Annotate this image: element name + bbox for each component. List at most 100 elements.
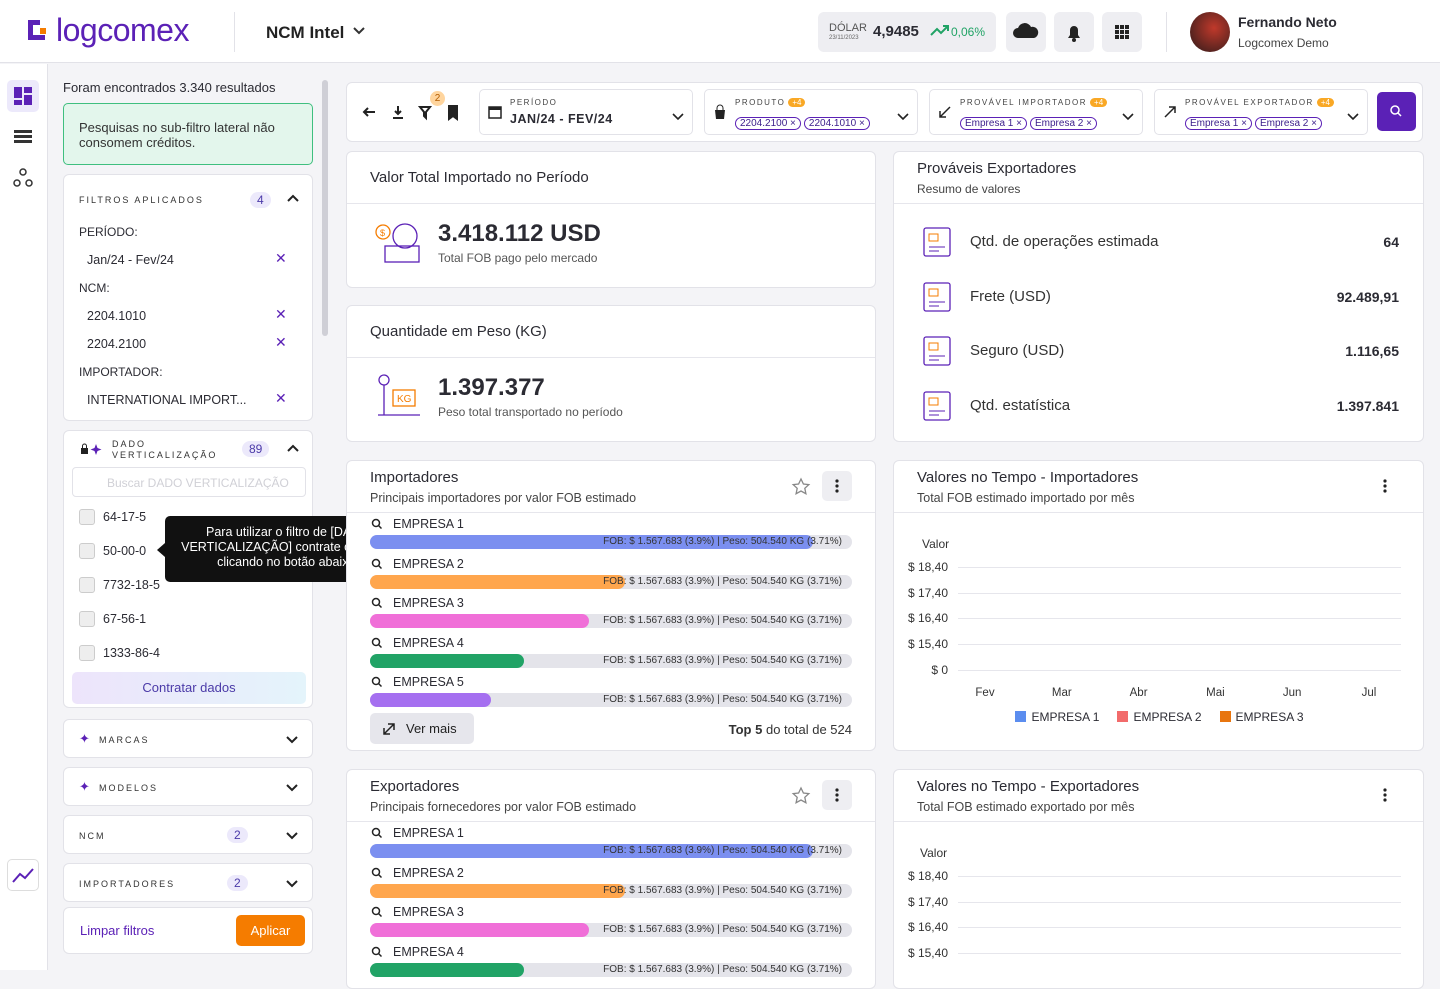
filter-box[interactable]: PRODUTO+4 2204.21002204.1010 bbox=[704, 89, 918, 135]
dashboard-nav[interactable] bbox=[7, 80, 39, 112]
item-name[interactable]: EMPRESA 4 bbox=[393, 635, 464, 650]
group-label: PERÍODO: bbox=[79, 225, 138, 239]
item-name[interactable]: EMPRESA 5 bbox=[393, 675, 464, 689]
remove-icon[interactable]: ✕ bbox=[275, 306, 287, 322]
module-selector[interactable]: NCM Intel bbox=[266, 23, 345, 42]
checkbox[interactable] bbox=[79, 645, 95, 661]
valor-card: Valor Total Importado no Período $ 3.418… bbox=[346, 151, 876, 288]
row-icon bbox=[921, 334, 955, 373]
filter-extra: +4 bbox=[1316, 98, 1334, 107]
item-name[interactable]: EMPRESA 1 bbox=[393, 517, 464, 531]
sparkle-icon: ✦ bbox=[79, 731, 90, 746]
bar-label: FOB: $ 1.567.683 (3.9%) | Peso: 504.540 … bbox=[603, 615, 842, 626]
chevron bbox=[897, 108, 909, 126]
filter-label-text: PRODUTO bbox=[735, 98, 786, 107]
filter-box[interactable]: PROVÁVEL EXPORTADOR+4 Empresa 1Empresa 2 bbox=[1154, 89, 1368, 135]
chevron bbox=[285, 780, 299, 798]
legend-item[interactable]: EMPRESA 2 bbox=[1117, 710, 1202, 724]
y-tick-label: $ 18,40 bbox=[907, 560, 948, 574]
item-name[interactable]: EMPRESA 2 bbox=[393, 865, 464, 880]
menu-icon[interactable] bbox=[1370, 477, 1400, 497]
item-name[interactable]: EMPRESA 3 bbox=[393, 905, 464, 919]
collapse-icon[interactable] bbox=[286, 443, 300, 453]
cloud-button[interactable] bbox=[1006, 12, 1046, 52]
bar-label: FOB: $ 1.567.683 (3.9%) | Peso: 504.540 … bbox=[603, 884, 842, 896]
sidebar: Foram encontrados 3.340 resultados Pesqu… bbox=[48, 64, 330, 970]
applied-item: 2204.1010 bbox=[87, 309, 147, 323]
chip[interactable]: 2204.2100 bbox=[735, 117, 801, 130]
favorite-icon[interactable] bbox=[791, 477, 811, 497]
analytics-nav[interactable] bbox=[7, 859, 39, 891]
collapse-icon[interactable] bbox=[286, 193, 300, 203]
search-icon bbox=[371, 557, 383, 575]
brand: logcomex bbox=[56, 12, 189, 48]
bar-fill bbox=[370, 614, 590, 628]
menu-icon[interactable] bbox=[1370, 786, 1400, 806]
legend: EMPRESA 1 EMPRESA 2 EMPRESA 3 bbox=[894, 710, 1423, 724]
clear-filters[interactable]: Limpar filtros bbox=[80, 923, 155, 938]
filter-section[interactable]: NCM 2 bbox=[63, 815, 313, 854]
item-name[interactable]: EMPRESA 4 bbox=[393, 944, 464, 959]
avatar[interactable] bbox=[1190, 12, 1230, 52]
item-name[interactable]: EMPRESA 1 bbox=[393, 826, 464, 840]
contratar-button[interactable]: Contratar dados bbox=[72, 672, 306, 704]
chip[interactable]: 2204.1010 bbox=[803, 117, 870, 130]
toolbar-icons[interactable] bbox=[361, 103, 481, 123]
checkbox[interactable] bbox=[79, 611, 95, 627]
importadores-card: Importadores Principais importadores por… bbox=[346, 460, 876, 751]
checkbox[interactable] bbox=[79, 577, 95, 593]
menu-button[interactable] bbox=[822, 471, 852, 501]
filter-section[interactable]: IMPORTADORES 2 bbox=[63, 863, 313, 902]
remove-icon[interactable]: ✕ bbox=[275, 250, 287, 266]
checkbox[interactable] bbox=[79, 543, 95, 559]
filter-box[interactable]: PROVÁVEL IMPORTADOR+4 Empresa 1Empresa 2 bbox=[929, 89, 1143, 135]
chevron bbox=[285, 828, 299, 846]
y-tick-label: $ 0 bbox=[931, 662, 948, 677]
chip[interactable]: Empresa 2 bbox=[1029, 117, 1097, 130]
exportadores-card: Exportadores Principais fornecedores por… bbox=[346, 769, 876, 989]
header: logcomex NCM Intel DÓLAR 23/11/2023 4,94… bbox=[0, 0, 1440, 63]
chip[interactable]: Empresa 2 bbox=[1254, 117, 1322, 130]
item-name[interactable]: EMPRESA 3 bbox=[393, 596, 464, 610]
checkbox[interactable] bbox=[79, 509, 95, 525]
y-tick-label: $ 16,40 bbox=[907, 920, 948, 935]
chip[interactable]: Empresa 1 bbox=[960, 117, 1027, 130]
section-title: NCM bbox=[79, 831, 106, 841]
filter-section[interactable]: ✦ MODELOS bbox=[63, 767, 313, 806]
item-name[interactable]: EMPRESA 2 bbox=[393, 556, 464, 571]
filter-box[interactable]: PERÍODO JAN/24 - FEV/24 bbox=[479, 89, 693, 135]
legend-swatch bbox=[1219, 711, 1231, 722]
chip[interactable]: Empresa 1 bbox=[1185, 117, 1252, 130]
bar-fill bbox=[370, 693, 491, 707]
section-title: IMPORTADORES bbox=[79, 879, 176, 889]
legend-label: EMPRESA 1 bbox=[1031, 710, 1100, 724]
filter-label: PROVÁVEL IMPORTADOR +4 bbox=[960, 98, 1108, 107]
apps-button[interactable] bbox=[1102, 12, 1142, 52]
remove-icon[interactable]: ✕ bbox=[275, 334, 287, 350]
card-subtitle: Resumo de valores bbox=[917, 182, 1021, 196]
network-nav[interactable] bbox=[7, 162, 39, 194]
dado-search[interactable]: Buscar DADO VERTICALIZAÇÃO bbox=[72, 467, 306, 497]
list-nav[interactable] bbox=[7, 121, 39, 153]
filter-section[interactable]: ✦ MARCAS bbox=[63, 719, 313, 758]
axis-title: Valor bbox=[922, 537, 950, 551]
bar-track: FOB: $ 1.567.683 (3.9%) | Peso: 504.540 … bbox=[370, 923, 852, 937]
applied-filters: FILTROS APLICADOS 4 PERÍODO: Jan/24 - Fev… bbox=[63, 174, 313, 421]
remove-icon[interactable]: ✕ bbox=[275, 390, 287, 406]
valor-value: 3.418.112 USD bbox=[438, 220, 601, 247]
tempo-importadores-card: Valores no Tempo - Importadores Total FO… bbox=[893, 460, 1424, 751]
search-button[interactable] bbox=[1377, 92, 1416, 131]
dolar-value: 4,9485 bbox=[873, 23, 919, 40]
legend-item[interactable]: EMPRESA 3 bbox=[1219, 710, 1304, 724]
ver-mais-button[interactable]: Ver mais bbox=[370, 713, 474, 744]
y-tick-label: $ 18,40 bbox=[907, 869, 948, 883]
search-icon bbox=[371, 517, 383, 535]
notification-button[interactable] bbox=[1054, 12, 1094, 52]
apply-button[interactable]: Aplicar bbox=[236, 915, 305, 946]
legend-item[interactable]: EMPRESA 1 bbox=[1015, 710, 1099, 724]
x-tick-label: Jul bbox=[1361, 687, 1377, 699]
menu-button[interactable] bbox=[822, 780, 852, 810]
favorite-icon[interactable] bbox=[791, 786, 811, 806]
section-title: MODELOS bbox=[99, 783, 159, 793]
